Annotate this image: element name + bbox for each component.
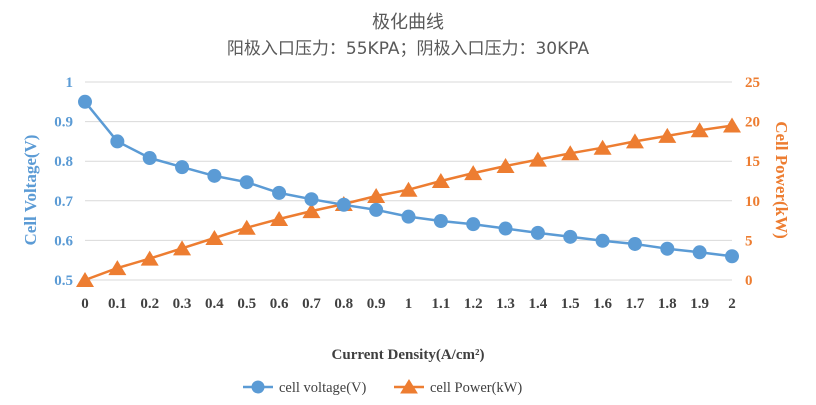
right-y-tick-label: 25	[745, 75, 760, 91]
power-point	[173, 240, 192, 256]
power-point	[431, 173, 450, 188]
power-line	[84, 124, 733, 282]
power-point	[690, 122, 709, 138]
legend-circle-marker	[251, 380, 265, 394]
x-tick-label: 0.3	[173, 296, 192, 312]
voltage-point	[369, 202, 384, 217]
voltage-point	[142, 151, 157, 166]
legend-item-voltage: cell voltage(V)	[243, 380, 367, 396]
right-y-axis-title: Cell Power(kW)	[772, 121, 791, 239]
power-point	[205, 230, 224, 246]
x-tick-label: 2	[728, 296, 736, 312]
power-point	[76, 272, 94, 287]
legend-triangle-marker	[400, 379, 418, 394]
chart-subtitle: 阳极入口压力：55KPA；阴极入口压力：30KPA	[227, 39, 590, 59]
voltage-point	[401, 209, 416, 224]
x-tick-label: 1.3	[496, 296, 515, 312]
legend: cell voltage(V) cell Power(kW)	[243, 379, 522, 396]
x-tick-label: 1.6	[593, 296, 612, 312]
x-tick-label: 1.7	[626, 296, 645, 312]
voltage-point	[692, 245, 707, 260]
legend-item-power: cell Power(kW)	[394, 379, 522, 396]
power-point	[625, 133, 644, 149]
power-point	[496, 157, 515, 173]
voltage-point	[627, 236, 642, 251]
x-tick-label: 1.4	[529, 296, 548, 312]
voltage-point	[660, 241, 675, 256]
x-tick-label: 0.1	[108, 296, 127, 312]
x-tick-labels: 0 0.1 0.2 0.3 0.4 0.5 0.6 0.7 0.8 0.9 1 1.1 1.2 1.3 1.…	[81, 296, 736, 312]
gridlines	[85, 81, 732, 281]
x-tick-label: 0.7	[302, 296, 321, 312]
left-y-tick-label: 1	[66, 75, 74, 91]
right-y-tick-label: 20	[745, 115, 760, 131]
legend-label-voltage: cell voltage(V)	[279, 380, 367, 396]
power-point	[464, 165, 483, 181]
left-y-tick-label: 0.6	[54, 233, 73, 249]
x-tick-label: 1.1	[431, 296, 450, 312]
x-tick-label: 0.9	[367, 296, 386, 312]
x-axis-title: Current Density(A/cm²)	[332, 347, 485, 363]
x-tick-label: 0.8	[334, 296, 353, 312]
power-point	[399, 181, 418, 197]
x-tick-label: 1.8	[658, 296, 677, 312]
voltage-point	[498, 221, 513, 236]
power-point	[367, 188, 386, 204]
voltage-point	[530, 225, 545, 240]
left-y-tick-label: 0.5	[54, 273, 73, 289]
voltage-point	[272, 185, 287, 200]
x-tick-label: 0.6	[270, 296, 289, 312]
x-tick-label: 1.5	[561, 296, 580, 312]
x-tick-label: 0.2	[140, 296, 159, 312]
voltage-point	[304, 192, 319, 207]
voltage-point	[725, 249, 739, 264]
x-tick-label: 1.9	[690, 296, 709, 312]
series-cell-power	[76, 117, 741, 287]
voltage-point	[466, 217, 481, 232]
series-cell-voltage	[78, 94, 739, 264]
voltage-point	[433, 213, 448, 228]
right-y-tick-label: 15	[745, 154, 760, 170]
x-tick-label: 0.4	[205, 296, 224, 312]
x-tick-label: 0.5	[237, 296, 256, 312]
voltage-point	[563, 229, 578, 244]
right-y-tick-label: 5	[745, 233, 753, 249]
left-y-tick-label: 0.8	[54, 154, 73, 170]
power-point	[528, 151, 547, 167]
left-y-axis-title: Cell Voltage(V)	[21, 135, 40, 246]
legend-label-power: cell Power(kW)	[430, 380, 522, 396]
voltage-line	[84, 101, 733, 258]
power-point	[270, 211, 289, 227]
x-tick-label: 0	[81, 296, 89, 312]
power-point	[658, 127, 677, 143]
voltage-point	[78, 94, 92, 109]
power-point	[108, 260, 127, 276]
voltage-point	[595, 233, 610, 248]
right-y-tick-label: 10	[745, 194, 760, 210]
left-y-tick-label: 0.7	[54, 194, 73, 210]
power-point	[302, 203, 321, 219]
x-tick-label: 1	[405, 296, 413, 312]
left-y-tick-label: 0.9	[54, 115, 73, 131]
right-y-tick-label: 0	[745, 273, 753, 289]
right-y-tick-labels: 0 5 10 15 20 25	[745, 75, 760, 289]
voltage-point	[336, 197, 351, 212]
voltage-point	[239, 175, 254, 190]
power-point	[237, 219, 256, 235]
voltage-point	[110, 134, 125, 149]
power-point	[140, 250, 159, 266]
voltage-point	[175, 160, 190, 175]
power-point	[723, 117, 741, 133]
power-point	[561, 145, 580, 161]
chart-title: 极化曲线	[372, 12, 444, 33]
voltage-point	[207, 168, 222, 183]
x-tick-label: 1.2	[464, 296, 483, 312]
power-point	[593, 139, 612, 155]
left-y-tick-labels: 0.5 0.6 0.7 0.8 0.9 1	[54, 75, 73, 289]
